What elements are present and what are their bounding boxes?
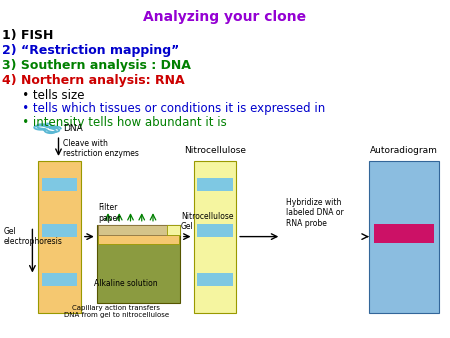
Text: Analyzing your clone: Analyzing your clone [144,10,306,24]
Bar [369,161,439,313]
Bar [42,273,77,286]
Text: • intensity tells how abundant it is: • intensity tells how abundant it is [11,116,227,128]
Bar [197,178,233,191]
Text: 2) “Restriction mapping”: 2) “Restriction mapping” [2,44,180,57]
Bar [42,178,77,191]
Bar [98,225,179,235]
Text: • tells size: • tells size [11,89,85,101]
Text: 4) Northern analysis: RNA: 4) Northern analysis: RNA [2,74,185,87]
Text: Alkaline solution: Alkaline solution [94,279,158,288]
Text: Autoradiogram: Autoradiogram [370,146,437,155]
Text: 3) Southern analysis : DNA: 3) Southern analysis : DNA [2,59,191,72]
Text: Filter
paper: Filter paper [98,203,121,223]
Text: • tells which tissues or conditions it is expressed in: • tells which tissues or conditions it i… [11,102,325,115]
Bar [42,224,77,237]
Bar [38,161,81,313]
Text: DNA: DNA [63,124,83,133]
Bar [98,234,179,244]
Text: Hybridize with
labeled DNA or
RNA probe: Hybridize with labeled DNA or RNA probe [286,198,343,228]
Bar [197,273,233,286]
Text: Capillary action transfers
DNA from gel to nitrocellulose: Capillary action transfers DNA from gel … [63,305,169,318]
Text: Nitrocellulose
Gel: Nitrocellulose Gel [181,212,234,231]
Bar [97,225,180,303]
Text: Cleave with
restriction enzymes: Cleave with restriction enzymes [63,139,139,158]
Bar [197,224,233,237]
Bar [166,225,180,235]
Bar [194,161,236,313]
Text: Nitrocellulose: Nitrocellulose [184,146,246,155]
Text: Gel
electrophoresis: Gel electrophoresis [4,227,63,246]
Bar [374,224,434,243]
Text: 1) FISH: 1) FISH [2,29,54,42]
